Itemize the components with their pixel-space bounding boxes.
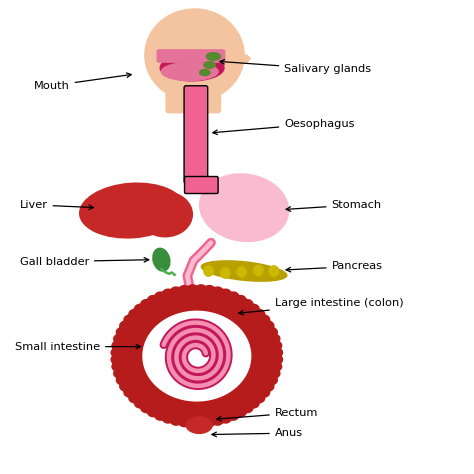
Ellipse shape — [185, 416, 213, 434]
Text: Gall bladder: Gall bladder — [19, 256, 149, 266]
Ellipse shape — [161, 63, 218, 81]
Ellipse shape — [237, 267, 246, 277]
Ellipse shape — [204, 266, 213, 276]
Ellipse shape — [160, 55, 224, 81]
Ellipse shape — [269, 266, 279, 276]
Ellipse shape — [152, 247, 171, 272]
Text: Oesophagus: Oesophagus — [213, 118, 355, 135]
Ellipse shape — [79, 182, 185, 238]
Polygon shape — [143, 311, 251, 401]
Ellipse shape — [254, 265, 263, 276]
FancyBboxPatch shape — [166, 82, 220, 113]
Ellipse shape — [145, 9, 244, 101]
Text: Rectum: Rectum — [217, 408, 318, 421]
Ellipse shape — [204, 62, 215, 68]
Text: Liver: Liver — [19, 200, 93, 210]
Text: Anus: Anus — [212, 428, 303, 438]
Polygon shape — [239, 55, 250, 62]
Text: Small intestine: Small intestine — [15, 342, 141, 352]
Ellipse shape — [137, 191, 193, 237]
FancyBboxPatch shape — [184, 176, 218, 193]
Text: Pancreas: Pancreas — [286, 261, 383, 272]
Text: Stomach: Stomach — [286, 200, 382, 211]
Polygon shape — [111, 285, 283, 428]
Text: Large intestine (colon): Large intestine (colon) — [239, 298, 403, 315]
Ellipse shape — [206, 53, 220, 60]
FancyBboxPatch shape — [157, 50, 225, 62]
Ellipse shape — [199, 173, 289, 242]
Ellipse shape — [201, 260, 288, 282]
FancyBboxPatch shape — [184, 86, 208, 183]
Text: Mouth: Mouth — [34, 73, 131, 91]
Text: Salivary glands: Salivary glands — [220, 60, 372, 74]
Ellipse shape — [200, 70, 210, 76]
Ellipse shape — [220, 268, 230, 278]
